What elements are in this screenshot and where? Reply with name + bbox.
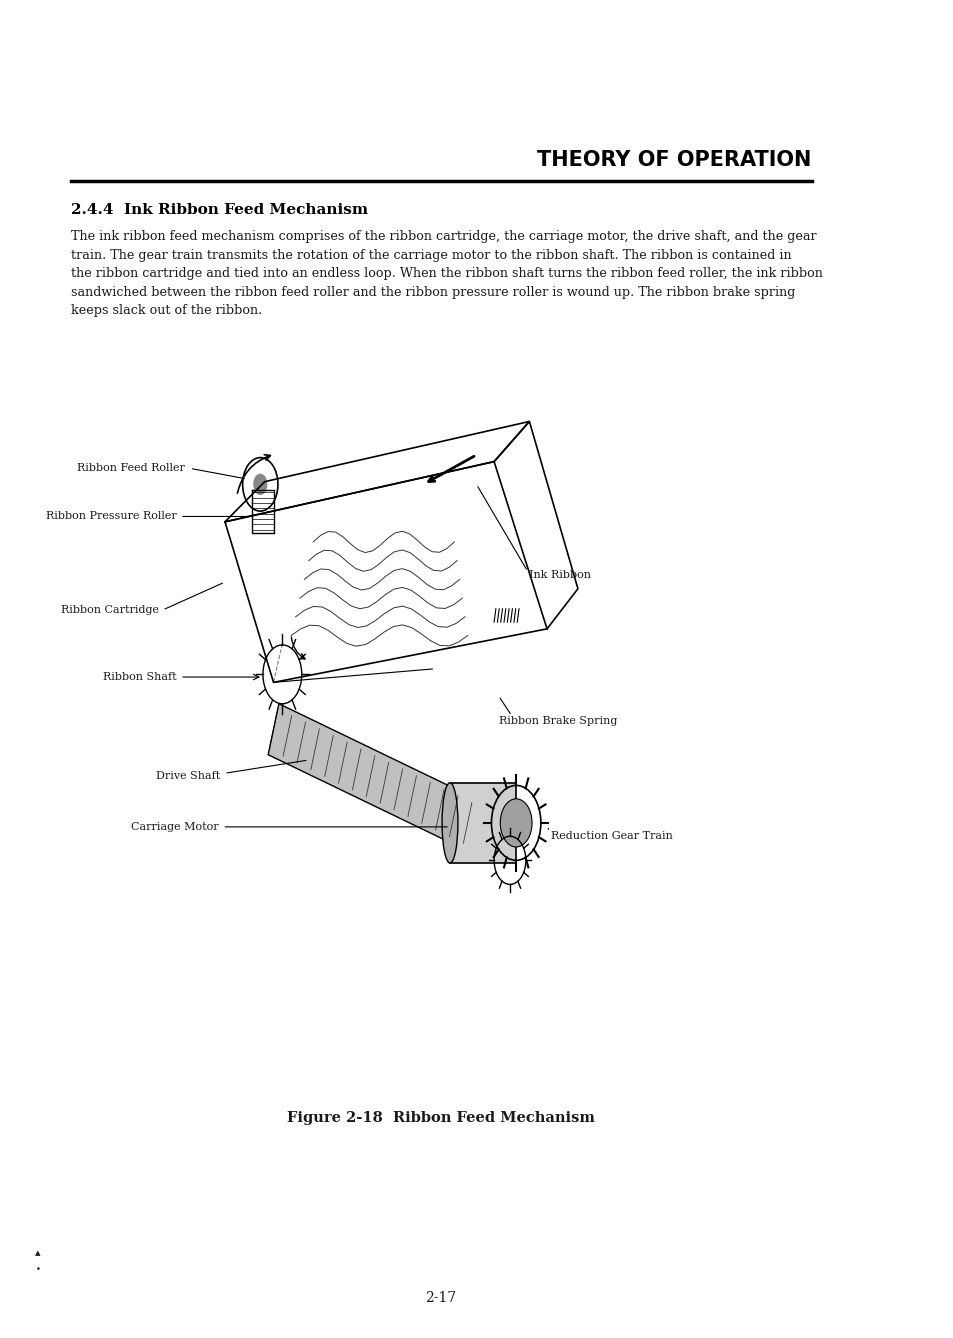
- Text: THEORY OF OPERATION: THEORY OF OPERATION: [537, 150, 811, 170]
- Text: Reduction Gear Train: Reduction Gear Train: [551, 831, 673, 842]
- Text: The ink ribbon feed mechanism comprises of the ribbon cartridge, the carriage mo: The ink ribbon feed mechanism comprises …: [71, 230, 821, 317]
- Text: Ink Ribbon: Ink Ribbon: [529, 570, 591, 581]
- Ellipse shape: [441, 783, 457, 863]
- Text: Ribbon Cartridge: Ribbon Cartridge: [61, 605, 158, 615]
- Polygon shape: [268, 704, 473, 848]
- Text: Carriage Motor: Carriage Motor: [132, 822, 218, 832]
- Text: Figure 2-18  Ribbon Feed Mechanism: Figure 2-18 Ribbon Feed Mechanism: [287, 1111, 595, 1124]
- Circle shape: [499, 799, 532, 847]
- Text: Ribbon Shaft: Ribbon Shaft: [103, 672, 176, 682]
- Text: 2.4.4  Ink Ribbon Feed Mechanism: 2.4.4 Ink Ribbon Feed Mechanism: [71, 203, 367, 217]
- Bar: [450, 783, 516, 863]
- Text: Ribbon Feed Roller: Ribbon Feed Roller: [77, 463, 185, 474]
- Text: 2-17: 2-17: [425, 1291, 456, 1305]
- Text: ▴: ▴: [35, 1248, 41, 1258]
- Text: Ribbon Pressure Roller: Ribbon Pressure Roller: [46, 511, 176, 522]
- Text: •: •: [35, 1264, 40, 1274]
- Circle shape: [253, 474, 267, 495]
- Text: Drive Shaft: Drive Shaft: [156, 771, 220, 781]
- Text: Ribbon Brake Spring: Ribbon Brake Spring: [498, 716, 617, 727]
